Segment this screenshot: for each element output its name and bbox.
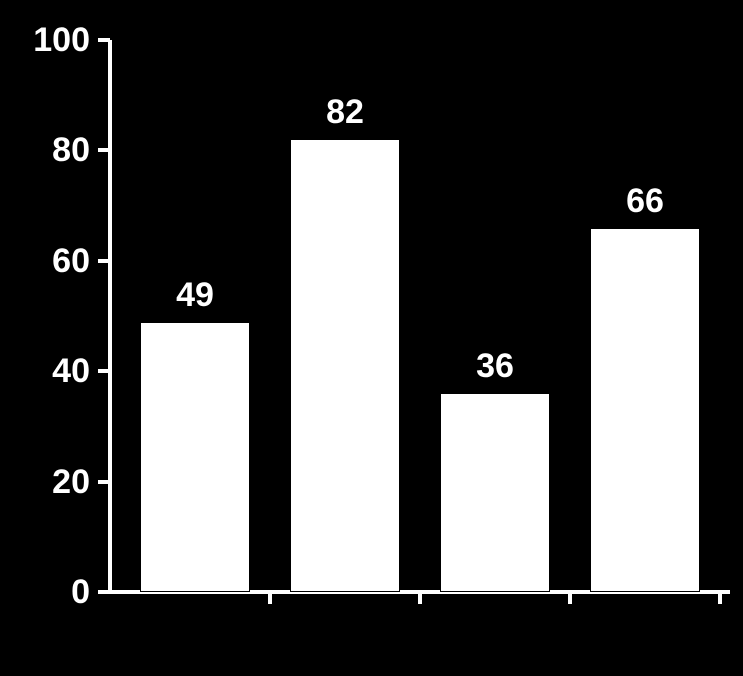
y-tick xyxy=(98,148,110,152)
y-axis-label: 60 xyxy=(10,242,90,281)
y-tick xyxy=(98,480,110,484)
bar xyxy=(590,228,700,592)
y-axis-label: 80 xyxy=(10,131,90,170)
y-tick xyxy=(98,259,110,263)
y-axis-label: 0 xyxy=(10,573,90,612)
bar-value-label: 49 xyxy=(140,276,250,315)
y-axis-label: 100 xyxy=(10,21,90,60)
bar xyxy=(290,139,400,592)
y-axis-line xyxy=(108,40,112,592)
x-tick xyxy=(568,592,572,604)
bar-value-label: 36 xyxy=(440,347,550,386)
bar-value-label: 82 xyxy=(290,93,400,132)
bar xyxy=(140,322,250,592)
bar-value-label: 66 xyxy=(590,182,700,221)
y-tick xyxy=(98,369,110,373)
bar xyxy=(440,393,550,592)
y-axis-label: 40 xyxy=(10,352,90,391)
y-tick xyxy=(98,38,110,42)
x-tick xyxy=(268,592,272,604)
bar-chart: 0 20 40 60 80 100 49 82 36 66 xyxy=(0,0,743,676)
y-tick xyxy=(98,590,110,594)
y-axis-label: 20 xyxy=(10,463,90,502)
x-tick xyxy=(418,592,422,604)
x-tick xyxy=(718,592,722,604)
